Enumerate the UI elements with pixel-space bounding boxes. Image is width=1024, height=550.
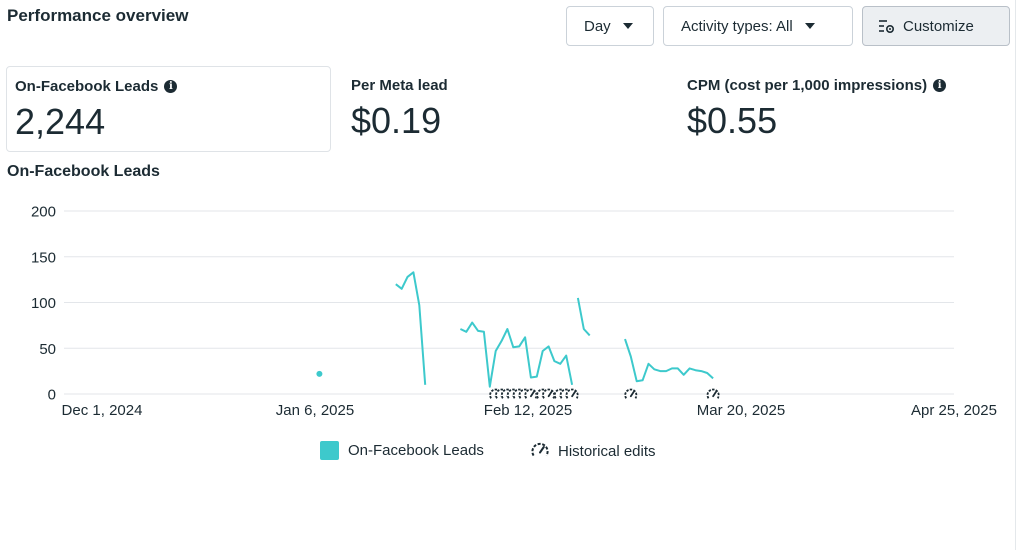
metric-value: 2,244 (15, 101, 106, 142)
gauge-icon (706, 388, 720, 399)
series-line (576, 297, 591, 337)
gauge-needle (547, 391, 553, 398)
gauge-icon (489, 388, 503, 399)
historical-edit-marker[interactable] (565, 388, 579, 402)
metric-card-per-lead[interactable]: Per Meta lead $0.19 (343, 66, 643, 152)
series-line (459, 321, 574, 388)
legend-item-leads[interactable]: On-Facebook Leads (320, 441, 484, 460)
teal-square-icon (320, 441, 339, 460)
metric-card-cpm[interactable]: CPM (cost per 1,000 impressions) i $0.55 (679, 66, 1009, 152)
customize-settings-icon (879, 19, 895, 33)
chart-title: On-Facebook Leads (7, 163, 160, 180)
x-tick-label: Feb 12, 2025 (484, 402, 572, 419)
gauge-needle (712, 391, 717, 398)
metric-label-row: CPM (cost per 1,000 impressions) i (687, 77, 947, 94)
metric-label: CPM (cost per 1,000 impressions) (687, 77, 928, 94)
gauge-icon (559, 388, 573, 399)
panel-divider (1015, 0, 1016, 550)
metric-card-leads[interactable]: On-Facebook Leads i 2,244 (6, 66, 331, 152)
gauge-icon (524, 388, 538, 399)
series-line (624, 338, 714, 383)
gauge-icon (536, 388, 550, 399)
y-tick-label: 50 (39, 341, 56, 358)
metric-label-row: On-Facebook Leads i (15, 78, 178, 95)
caret-down-icon (804, 23, 815, 29)
x-tick-label: Mar 20, 2025 (697, 402, 785, 419)
gauge-icon (518, 388, 532, 399)
activity-types-dropdown-button[interactable]: Activity types: All (663, 6, 853, 46)
legend-label: Historical edits (558, 442, 656, 460)
legend-item-historical-edits[interactable]: Historical edits (530, 441, 656, 461)
historical-edit-marker[interactable] (524, 388, 538, 402)
gauge-icon (506, 388, 520, 399)
gauge-icon (542, 388, 556, 399)
metric-label: On-Facebook Leads (15, 78, 159, 95)
metric-value: $0.55 (687, 100, 778, 141)
x-tick-label: Apr 25, 2025 (911, 402, 997, 419)
day-dropdown-label: Day (584, 17, 611, 35)
gauge-icon (624, 388, 638, 399)
leads-line-chart: 0 50 100 150 200 Dec 1, 2024 Jan 6, 2025 Feb 12… (31, 204, 997, 420)
x-tick-label: Jan 6, 2025 (276, 402, 354, 419)
metric-label-row: Per Meta lead (351, 77, 448, 94)
activity-types-label: Activity types: All (681, 17, 793, 35)
historical-edit-marker[interactable] (542, 388, 556, 402)
customize-label: Customize (903, 17, 974, 35)
series-line (395, 271, 427, 385)
historical-edit-marker[interactable] (624, 388, 638, 402)
gauge-needle (629, 391, 635, 398)
gauge-icon (500, 388, 514, 399)
x-tick-label: Dec 1, 2024 (62, 402, 143, 419)
gauge-icon (531, 442, 549, 457)
y-tick-label: 0 (48, 387, 56, 404)
caret-down-icon (622, 23, 633, 29)
gauge-needle (530, 391, 535, 398)
gauge-icon (495, 388, 509, 399)
day-dropdown-button[interactable]: Day (566, 6, 654, 46)
customize-button[interactable]: Customize (862, 6, 1010, 46)
metric-label: Per Meta lead (351, 77, 448, 94)
gauge-icon (553, 388, 567, 399)
data-point (316, 370, 323, 377)
page-title: Performance overview (7, 6, 189, 25)
legend-label: On-Facebook Leads (348, 442, 484, 459)
y-tick-label: 100 (31, 295, 56, 312)
metric-value: $0.19 (351, 100, 442, 141)
info-icon[interactable]: i (164, 80, 178, 93)
y-tick-label: 200 (31, 204, 56, 221)
info-icon[interactable]: i (933, 79, 947, 92)
gauge-needle (571, 391, 576, 398)
gauge-icon (512, 388, 526, 399)
gauge-icon (565, 388, 579, 399)
y-tick-label: 150 (31, 249, 56, 266)
historical-edit-marker[interactable] (706, 388, 720, 402)
